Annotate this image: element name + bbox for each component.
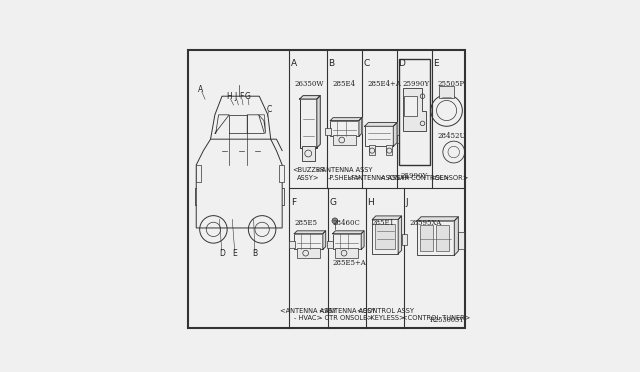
Bar — [330, 121, 359, 136]
Bar — [289, 241, 295, 248]
Text: 285E4+A: 285E4+A — [367, 80, 401, 89]
Text: B: B — [328, 59, 335, 68]
Text: D: D — [219, 249, 225, 258]
Text: J: J — [235, 92, 237, 101]
Polygon shape — [330, 118, 362, 121]
Bar — [436, 225, 449, 251]
Text: <ANTENNA ASSY
-P.SHELF>: <ANTENNA ASSY -P.SHELF> — [316, 167, 373, 181]
Text: R253003Y: R253003Y — [429, 316, 464, 324]
Bar — [420, 225, 433, 251]
Bar — [365, 126, 394, 146]
Polygon shape — [372, 216, 402, 219]
Bar — [335, 248, 358, 258]
Text: 285E4: 285E4 — [332, 80, 355, 89]
Bar — [333, 234, 361, 250]
Bar — [399, 59, 430, 165]
Bar — [369, 145, 375, 155]
Bar — [404, 96, 417, 116]
Text: A: A — [198, 84, 203, 93]
Text: E: E — [433, 59, 439, 68]
Polygon shape — [300, 96, 320, 99]
Circle shape — [332, 218, 338, 224]
Text: H: H — [227, 92, 232, 101]
Polygon shape — [359, 118, 362, 136]
Text: H: H — [367, 198, 374, 207]
Text: C: C — [364, 59, 370, 68]
Polygon shape — [365, 122, 397, 126]
Text: F: F — [239, 92, 244, 101]
Text: G: G — [245, 92, 251, 101]
Polygon shape — [454, 217, 458, 255]
Text: <SENSOR>: <SENSOR> — [430, 175, 468, 181]
Bar — [375, 224, 396, 250]
Text: E: E — [232, 249, 237, 258]
Text: 285E5+A: 285E5+A — [333, 260, 367, 267]
Text: <BUZZER
ASSY>: <BUZZER ASSY> — [292, 167, 324, 181]
Text: 25505P: 25505P — [437, 80, 464, 89]
Bar — [372, 219, 398, 254]
Text: <ANTENNA ASSY>: <ANTENNA ASSY> — [349, 175, 411, 181]
Text: 28452U: 28452U — [437, 132, 465, 140]
Text: 25990Y: 25990Y — [401, 172, 428, 180]
Text: 285E5: 285E5 — [294, 219, 317, 227]
Bar — [325, 128, 331, 135]
Bar — [279, 165, 284, 182]
Text: <SONAR CONTROL>: <SONAR CONTROL> — [380, 175, 449, 181]
Polygon shape — [398, 216, 402, 254]
Bar — [302, 146, 314, 161]
Bar — [386, 145, 392, 155]
Bar — [397, 135, 402, 144]
Text: A: A — [291, 59, 297, 68]
Polygon shape — [403, 87, 426, 131]
Bar — [294, 234, 323, 250]
Text: 285E1: 285E1 — [371, 219, 394, 227]
Bar — [458, 232, 464, 250]
Text: C: C — [267, 105, 272, 113]
Bar — [417, 221, 454, 255]
Text: 28595XA: 28595XA — [410, 219, 442, 227]
Bar — [440, 86, 454, 97]
Bar — [297, 248, 320, 258]
Text: F: F — [291, 198, 296, 207]
Text: J: J — [406, 198, 408, 207]
Text: <ANTENNA ASSY
- HVAC>: <ANTENNA ASSY - HVAC> — [280, 308, 337, 321]
Text: B: B — [252, 249, 257, 258]
Polygon shape — [323, 231, 326, 250]
Bar — [402, 234, 407, 245]
Bar — [333, 135, 356, 145]
Bar — [196, 165, 201, 182]
Text: 26350W: 26350W — [294, 80, 324, 89]
Text: <CONTROL TUNER>: <CONTROL TUNER> — [401, 315, 470, 321]
Polygon shape — [394, 122, 397, 146]
Polygon shape — [294, 231, 326, 234]
Text: 25990Y: 25990Y — [402, 80, 429, 89]
Polygon shape — [361, 231, 364, 250]
Bar — [328, 241, 333, 248]
Polygon shape — [333, 231, 364, 234]
Text: 28460C: 28460C — [333, 219, 360, 227]
Polygon shape — [417, 217, 458, 221]
Bar — [300, 99, 317, 148]
Text: D: D — [399, 59, 405, 68]
Text: <CONTROL ASSY
- KEYLESS>: <CONTROL ASSY - KEYLESS> — [356, 308, 414, 321]
Text: G: G — [329, 198, 336, 207]
Text: <ANTENNA ASSY
- CTR ONSOLE>: <ANTENNA ASSY - CTR ONSOLE> — [319, 308, 375, 321]
Polygon shape — [317, 96, 320, 148]
